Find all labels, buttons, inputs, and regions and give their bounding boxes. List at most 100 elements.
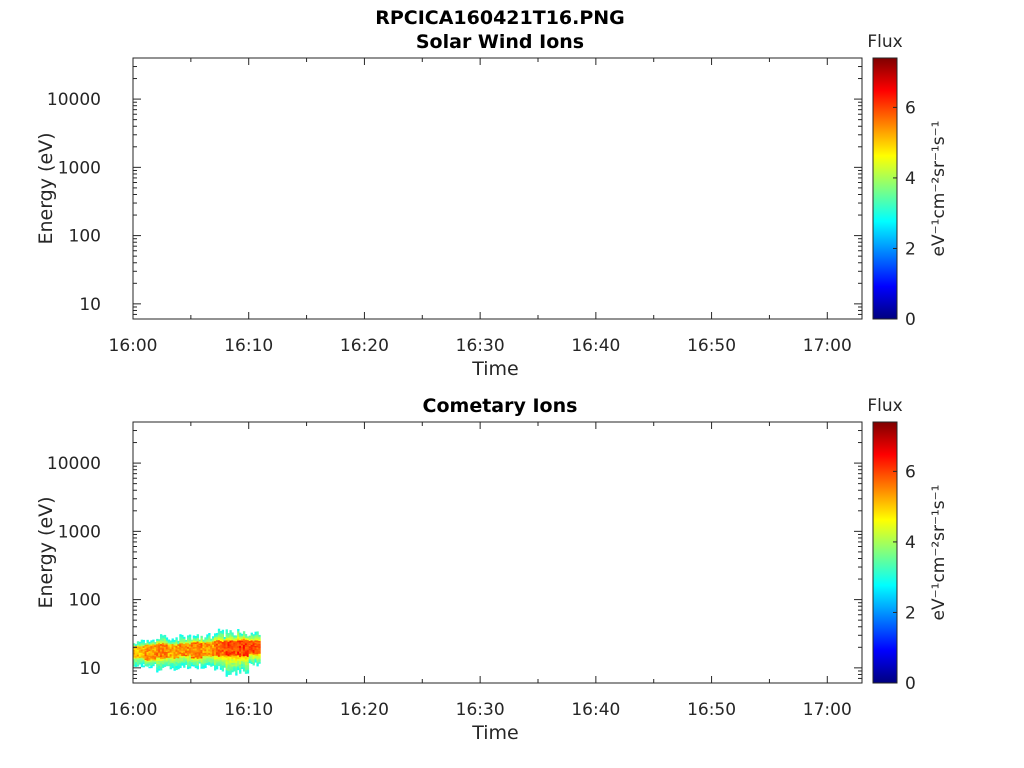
flux-cell [144,649,147,652]
flux-cell [165,645,169,648]
flux-cell [208,638,211,641]
flux-cell [235,671,238,674]
flux-cell [167,664,171,667]
flux-cell [175,655,178,658]
flux-cell [194,645,198,647]
flux-cell [156,652,159,655]
flux-cell [154,647,157,650]
colorbar-tick-label: 2 [905,239,916,259]
flux-cell [241,660,244,663]
flux-cell [136,659,140,662]
flux-cell [217,634,221,637]
x-tick-label: 16:30 [456,700,505,720]
flux-cell [177,651,180,654]
flux-cell [246,663,250,666]
flux-cell [185,661,188,664]
flux-cell [235,666,238,669]
flux-cell [225,654,228,658]
flux-cell [231,668,234,671]
flux-cell [202,639,205,642]
flux-cell [185,639,188,642]
flux-cell [185,644,188,647]
flux-cell [185,648,188,651]
flux-cell [235,637,238,640]
flux-cell [175,643,178,646]
flux-cell [227,649,230,653]
flux-cell [194,663,198,666]
flux-cell [202,658,205,661]
flux-cell [200,635,203,638]
flux-cell [175,667,178,671]
flux-cell [171,664,174,667]
flux-cell [210,640,213,643]
flux-cell [198,655,201,658]
flux-cell [231,639,234,643]
flux-cell [214,648,217,651]
flux-cell [154,652,157,654]
flux-cell [235,657,238,660]
flux-cell [140,647,144,650]
flux-cell [187,666,190,670]
plot-frame [132,421,863,684]
flux-cell [158,642,161,645]
flux-cell [202,657,205,660]
flux-cell [210,653,213,656]
flux-cell [140,652,144,655]
flux-cell [183,648,186,651]
flux-cell [244,653,248,656]
flux-cell [244,666,248,669]
flux-cell [167,657,171,660]
flux-cell [244,662,248,665]
flux-cell [142,641,145,644]
flux-cell [144,664,147,667]
flux-cell [252,658,255,661]
flux-cell [225,669,228,673]
flux-cell [206,634,209,637]
flux-cell [148,652,151,655]
flux-cell [233,645,236,648]
flux-cell [192,661,196,664]
flux-cell [173,643,176,646]
flux-cell [138,661,142,664]
x-tick-label: 17:00 [803,336,852,356]
flux-cell [219,646,223,649]
flux-cell [163,638,167,641]
flux-cell [221,637,225,640]
flux-cell [177,667,180,670]
flux-cell [173,653,176,656]
flux-cell [194,639,198,641]
flux-cell [138,651,142,653]
flux-cell [133,654,136,656]
flux-cell [252,661,255,664]
flux-cell [140,644,144,647]
flux-cell [256,633,259,636]
flux-cell [160,662,163,665]
flux-cell [252,655,255,658]
flux-cell [134,647,138,650]
y-tick-label: 10 [79,295,101,315]
flux-cell [204,657,207,660]
flux-cell [142,653,145,656]
flux-cell [163,634,167,637]
flux-cell [190,651,194,654]
flux-cell [196,661,199,665]
flux-cell [161,638,165,642]
flux-cell [237,656,240,660]
flux-cell [163,648,167,651]
flux-cell [165,655,169,658]
flux-cell [250,653,253,656]
flux-cell [208,634,211,637]
flux-cell [208,656,211,659]
flux-cell [167,660,171,663]
flux-cell [248,651,252,653]
flux-cell [183,650,186,653]
flux-cell [181,662,184,665]
flux-cell [154,661,157,663]
colorbar-title: Flux [867,32,902,52]
flux-cell [231,643,234,646]
flux-cell [246,661,250,664]
flux-cell [156,665,159,668]
flux-cell [231,658,234,662]
flux-cell [223,659,226,662]
flux-cell [148,649,151,651]
